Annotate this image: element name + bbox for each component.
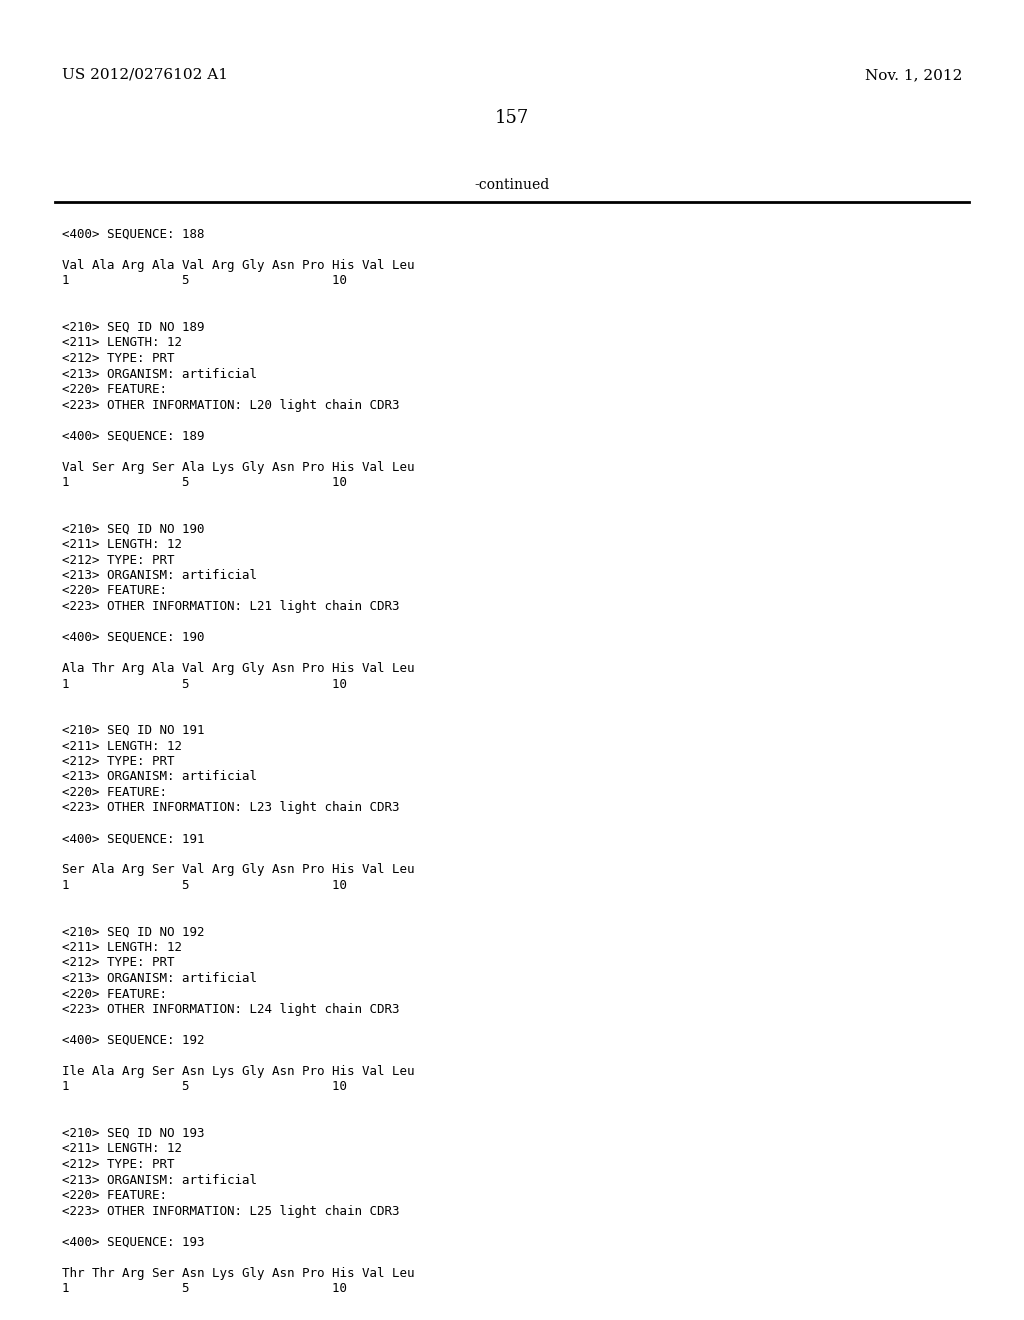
Text: <211> LENGTH: 12: <211> LENGTH: 12 xyxy=(62,739,182,752)
Text: <220> FEATURE:: <220> FEATURE: xyxy=(62,585,167,598)
Text: -continued: -continued xyxy=(474,178,550,191)
Text: <220> FEATURE:: <220> FEATURE: xyxy=(62,987,167,1001)
Text: <211> LENGTH: 12: <211> LENGTH: 12 xyxy=(62,539,182,550)
Text: <212> TYPE: PRT: <212> TYPE: PRT xyxy=(62,957,174,969)
Text: <400> SEQUENCE: 191: <400> SEQUENCE: 191 xyxy=(62,833,205,846)
Text: 1               5                   10: 1 5 10 xyxy=(62,677,347,690)
Text: <210> SEQ ID NO 191: <210> SEQ ID NO 191 xyxy=(62,723,205,737)
Text: Nov. 1, 2012: Nov. 1, 2012 xyxy=(864,69,962,82)
Text: Ile Ala Arg Ser Asn Lys Gly Asn Pro His Val Leu: Ile Ala Arg Ser Asn Lys Gly Asn Pro His … xyxy=(62,1065,415,1078)
Text: <212> TYPE: PRT: <212> TYPE: PRT xyxy=(62,553,174,566)
Text: <211> LENGTH: 12: <211> LENGTH: 12 xyxy=(62,941,182,954)
Text: 157: 157 xyxy=(495,110,529,127)
Text: <223> OTHER INFORMATION: L25 light chain CDR3: <223> OTHER INFORMATION: L25 light chain… xyxy=(62,1204,399,1217)
Text: <223> OTHER INFORMATION: L20 light chain CDR3: <223> OTHER INFORMATION: L20 light chain… xyxy=(62,399,399,412)
Text: <213> ORGANISM: artificial: <213> ORGANISM: artificial xyxy=(62,367,257,380)
Text: <211> LENGTH: 12: <211> LENGTH: 12 xyxy=(62,1143,182,1155)
Text: <220> FEATURE:: <220> FEATURE: xyxy=(62,785,167,799)
Text: 1               5                   10: 1 5 10 xyxy=(62,477,347,488)
Text: 1               5                   10: 1 5 10 xyxy=(62,879,347,892)
Text: <212> TYPE: PRT: <212> TYPE: PRT xyxy=(62,755,174,768)
Text: <213> ORGANISM: artificial: <213> ORGANISM: artificial xyxy=(62,972,257,985)
Text: <220> FEATURE:: <220> FEATURE: xyxy=(62,383,167,396)
Text: <213> ORGANISM: artificial: <213> ORGANISM: artificial xyxy=(62,1173,257,1187)
Text: <210> SEQ ID NO 192: <210> SEQ ID NO 192 xyxy=(62,925,205,939)
Text: Val Ser Arg Ser Ala Lys Gly Asn Pro His Val Leu: Val Ser Arg Ser Ala Lys Gly Asn Pro His … xyxy=(62,461,415,474)
Text: <223> OTHER INFORMATION: L24 light chain CDR3: <223> OTHER INFORMATION: L24 light chain… xyxy=(62,1003,399,1016)
Text: <400> SEQUENCE: 193: <400> SEQUENCE: 193 xyxy=(62,1236,205,1249)
Text: <223> OTHER INFORMATION: L23 light chain CDR3: <223> OTHER INFORMATION: L23 light chain… xyxy=(62,801,399,814)
Text: <400> SEQUENCE: 190: <400> SEQUENCE: 190 xyxy=(62,631,205,644)
Text: <210> SEQ ID NO 190: <210> SEQ ID NO 190 xyxy=(62,523,205,536)
Text: Ser Ala Arg Ser Val Arg Gly Asn Pro His Val Leu: Ser Ala Arg Ser Val Arg Gly Asn Pro His … xyxy=(62,863,415,876)
Text: 1               5                   10: 1 5 10 xyxy=(62,1081,347,1093)
Text: Thr Thr Arg Ser Asn Lys Gly Asn Pro His Val Leu: Thr Thr Arg Ser Asn Lys Gly Asn Pro His … xyxy=(62,1266,415,1279)
Text: <210> SEQ ID NO 193: <210> SEQ ID NO 193 xyxy=(62,1127,205,1140)
Text: <212> TYPE: PRT: <212> TYPE: PRT xyxy=(62,352,174,366)
Text: <213> ORGANISM: artificial: <213> ORGANISM: artificial xyxy=(62,569,257,582)
Text: 1               5                   10: 1 5 10 xyxy=(62,1282,347,1295)
Text: <400> SEQUENCE: 188: <400> SEQUENCE: 188 xyxy=(62,228,205,242)
Text: <220> FEATURE:: <220> FEATURE: xyxy=(62,1189,167,1203)
Text: US 2012/0276102 A1: US 2012/0276102 A1 xyxy=(62,69,228,82)
Text: <400> SEQUENCE: 192: <400> SEQUENCE: 192 xyxy=(62,1034,205,1047)
Text: <400> SEQUENCE: 189: <400> SEQUENCE: 189 xyxy=(62,429,205,442)
Text: <211> LENGTH: 12: <211> LENGTH: 12 xyxy=(62,337,182,350)
Text: 1               5                   10: 1 5 10 xyxy=(62,275,347,288)
Text: <212> TYPE: PRT: <212> TYPE: PRT xyxy=(62,1158,174,1171)
Text: <223> OTHER INFORMATION: L21 light chain CDR3: <223> OTHER INFORMATION: L21 light chain… xyxy=(62,601,399,612)
Text: Val Ala Arg Ala Val Arg Gly Asn Pro His Val Leu: Val Ala Arg Ala Val Arg Gly Asn Pro His … xyxy=(62,259,415,272)
Text: Ala Thr Arg Ala Val Arg Gly Asn Pro His Val Leu: Ala Thr Arg Ala Val Arg Gly Asn Pro His … xyxy=(62,663,415,675)
Text: <210> SEQ ID NO 189: <210> SEQ ID NO 189 xyxy=(62,321,205,334)
Text: <213> ORGANISM: artificial: <213> ORGANISM: artificial xyxy=(62,771,257,784)
